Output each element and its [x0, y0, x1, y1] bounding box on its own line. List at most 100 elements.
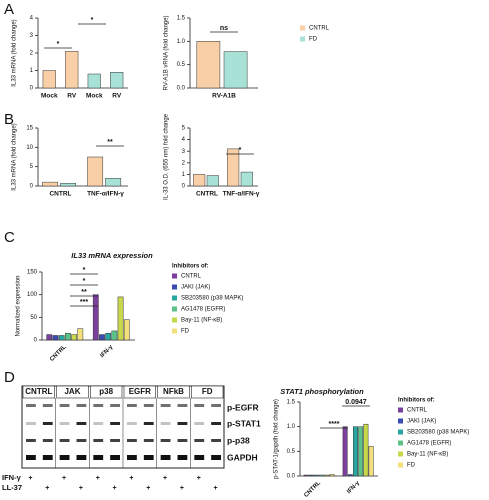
legend-swatch	[172, 328, 177, 334]
lane-box	[123, 385, 156, 399]
treatment-mark: +	[96, 475, 100, 482]
legend-swatch	[398, 429, 403, 435]
bar	[308, 474, 314, 477]
x-tick-label: IFN-γ	[99, 344, 114, 359]
bar	[347, 474, 353, 477]
significance: 0.0947	[345, 399, 367, 406]
legend-label: SB203580 (p38 MAPK)	[407, 430, 469, 436]
band	[76, 455, 87, 460]
treatment-mark: +	[129, 475, 133, 482]
chart-title: STAT1 phosphorylation	[280, 387, 364, 396]
y-axis-title: Normalized expression	[16, 275, 22, 336]
band-label: p-p38	[227, 435, 250, 445]
legend-label: FD	[181, 329, 190, 335]
legend-swatch	[300, 36, 305, 42]
x-tick-label: TNF-α/IFN-γ	[223, 191, 260, 198]
y-tick-label: 3	[30, 33, 34, 39]
band	[160, 422, 171, 425]
legend-swatch	[172, 273, 177, 279]
band	[59, 404, 70, 407]
bar	[42, 181, 59, 187]
legend-swatch	[172, 317, 177, 323]
legend-swatch	[398, 440, 403, 446]
band	[26, 422, 36, 425]
band	[110, 439, 120, 442]
band	[194, 404, 205, 407]
band	[194, 439, 205, 442]
band	[143, 404, 154, 407]
bar	[223, 51, 248, 89]
band-label: p-STAT1	[227, 418, 261, 428]
legend-label: SB203580 (p38 MAPK)	[181, 296, 243, 302]
x-tick-label: CNTRL	[49, 191, 71, 198]
bar	[240, 171, 253, 187]
band	[211, 422, 221, 425]
band	[177, 439, 188, 442]
significance: *	[239, 147, 242, 154]
bar	[77, 328, 84, 341]
significance: *	[83, 278, 86, 285]
x-tick-label: IFN-γ	[346, 480, 361, 495]
y-axis-title: RV-A1B vRNA (fold change)	[164, 16, 170, 91]
y-axis-title: IL33 mRNA (fold change)	[12, 123, 18, 190]
y-tick-label: 4	[30, 16, 34, 22]
band	[160, 439, 171, 442]
y-tick-label: 1.5	[177, 16, 186, 22]
bar	[358, 426, 364, 477]
bar	[329, 474, 335, 477]
y-tick-label: 0.0	[177, 86, 186, 92]
x-tick-label: Mock	[41, 93, 58, 100]
lane-label: FD	[202, 387, 213, 396]
panel-label: D	[4, 369, 15, 386]
treatment-mark: +	[79, 485, 83, 492]
significance: ***	[80, 299, 88, 306]
band	[26, 455, 36, 460]
bar	[42, 70, 56, 89]
treatment-mark: +	[45, 485, 49, 492]
lane-box	[90, 385, 123, 399]
legend-label: AG1478 (EGFR)	[407, 441, 451, 447]
lane-label: CNTRL	[25, 387, 52, 396]
band	[42, 422, 53, 425]
y-tick-label: 0.5	[287, 449, 296, 455]
treatment-mark: +	[113, 485, 117, 492]
bar	[99, 334, 105, 341]
band	[59, 455, 70, 460]
bar	[314, 474, 319, 477]
legend-swatch	[398, 407, 403, 413]
y-tick-label: 3	[182, 149, 186, 155]
significance: *	[83, 267, 86, 274]
band	[127, 422, 137, 425]
lane-label: p38	[99, 387, 113, 396]
bar	[193, 174, 206, 187]
x-tick-label: Mock	[86, 93, 103, 100]
y-tick-label: 100	[27, 292, 38, 298]
y-tick-label: 5	[182, 126, 186, 132]
panel-label: C	[4, 229, 15, 246]
band	[211, 439, 221, 442]
legend-label: JAKI (JAK)	[181, 285, 210, 291]
bar	[196, 41, 221, 89]
bar	[342, 426, 348, 477]
y-tick-label: 0	[34, 338, 38, 344]
bar	[65, 332, 71, 341]
bar	[65, 51, 79, 89]
legend-label: FD	[407, 463, 416, 469]
y-tick-label: 15	[26, 126, 33, 132]
band	[127, 404, 137, 407]
bar	[111, 330, 118, 341]
band-label: GAPDH	[227, 452, 258, 462]
legend-swatch	[398, 418, 403, 424]
panel-label: B	[4, 111, 14, 128]
legend-label: CNTRL	[181, 274, 202, 280]
band	[59, 439, 70, 442]
treatment-mark: +	[146, 485, 150, 492]
panel-label: A	[4, 1, 14, 18]
band	[76, 422, 87, 425]
treatment-label: IFN-γ	[2, 473, 22, 482]
treatment-mark: +	[163, 475, 167, 482]
band	[26, 439, 36, 442]
legend-label: Bay-11 (NF-κB)	[181, 318, 222, 324]
band	[211, 455, 221, 460]
y-tick-label: 4	[182, 137, 186, 143]
